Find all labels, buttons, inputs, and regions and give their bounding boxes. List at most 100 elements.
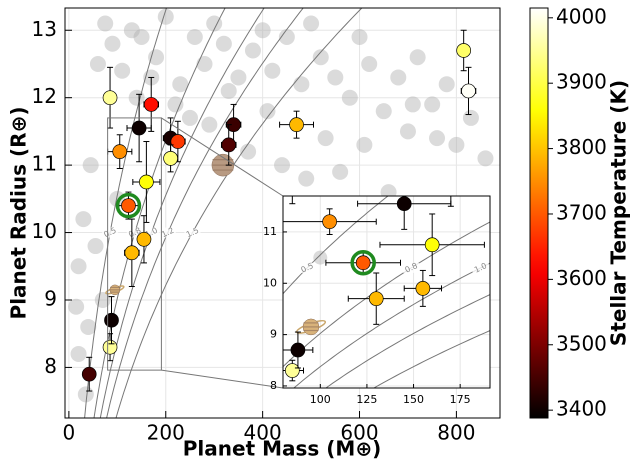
background-point xyxy=(278,28,295,45)
y-tick-label: 10 xyxy=(32,219,57,243)
background-point xyxy=(361,55,378,72)
planet-point xyxy=(170,134,186,149)
planet-point xyxy=(415,281,431,296)
background-point xyxy=(556,163,570,177)
inset-background xyxy=(283,196,490,388)
x-tick-label: 125 xyxy=(356,393,377,406)
planet-point xyxy=(112,144,128,159)
planet-point xyxy=(461,83,476,99)
y-tick-label: 11 xyxy=(263,225,277,238)
background-point xyxy=(87,238,104,255)
background-point xyxy=(172,76,189,93)
planet-point xyxy=(121,198,136,213)
colorbar xyxy=(529,7,549,419)
background-point xyxy=(254,22,271,39)
highlight-ring xyxy=(115,192,142,219)
y-tick-label: 8 xyxy=(270,379,277,392)
background-point xyxy=(341,89,358,106)
background-point xyxy=(303,15,320,32)
background-point xyxy=(215,35,232,52)
background-point xyxy=(128,89,145,106)
background-point xyxy=(123,22,140,39)
density-label-bg xyxy=(159,227,176,238)
colorbar-label: Stellar Temperature (K) xyxy=(607,80,631,346)
background-point xyxy=(68,298,85,315)
background-point xyxy=(167,96,184,113)
background-point xyxy=(313,250,328,265)
density-curve xyxy=(293,262,490,388)
density-curve xyxy=(106,8,304,418)
y-axis-label: Planet Radius (R⊕) xyxy=(7,107,31,320)
x-tick-label: 800 xyxy=(437,421,475,445)
y-tick-label: 9 xyxy=(270,328,277,341)
colorbar-tick-label: 3900 xyxy=(556,70,607,94)
background-point xyxy=(375,103,392,120)
planet-point xyxy=(456,43,472,58)
y-tick-label: 8 xyxy=(44,354,57,378)
background-point xyxy=(240,143,257,160)
x-tick-label: 600 xyxy=(340,421,378,445)
background-point xyxy=(274,157,291,174)
background-point xyxy=(196,55,213,72)
background-point xyxy=(259,103,276,120)
planet-point xyxy=(102,339,118,355)
planet-point xyxy=(81,366,97,382)
background-point xyxy=(356,136,373,153)
background-point xyxy=(424,96,441,113)
background-point xyxy=(114,62,131,79)
background-point xyxy=(82,157,99,174)
background-point xyxy=(244,42,261,59)
planet-point xyxy=(289,117,304,133)
background-point xyxy=(97,15,114,32)
background-point xyxy=(264,62,281,79)
zoom-connector xyxy=(161,117,284,197)
x-tick-label: 100 xyxy=(310,393,331,406)
density-curve xyxy=(325,294,490,388)
background-point xyxy=(317,130,334,147)
background-point xyxy=(429,130,446,147)
highlight-ring xyxy=(350,249,376,276)
planet-point xyxy=(424,237,440,253)
x-tick-label: 150 xyxy=(403,393,424,406)
plot-frame xyxy=(64,7,501,419)
density-label-bg xyxy=(472,262,489,273)
planet-point xyxy=(143,97,159,112)
background-point xyxy=(293,76,310,93)
planet-point xyxy=(139,174,154,190)
density-label-bg xyxy=(184,227,201,238)
background-point xyxy=(77,386,94,403)
planet-point xyxy=(221,137,237,153)
planet-point xyxy=(290,342,306,358)
colorbar-tick-label: 3700 xyxy=(556,200,607,224)
y-tick-label: 10 xyxy=(263,276,277,289)
background-point xyxy=(181,109,198,126)
background-point xyxy=(230,69,247,86)
colorbar-tick-label: 3600 xyxy=(556,266,607,290)
planet-point xyxy=(131,120,147,136)
background-point xyxy=(104,35,121,52)
background-point xyxy=(80,318,97,335)
y-tick-label: 12 xyxy=(32,84,57,108)
x-tick-label: 400 xyxy=(244,421,282,445)
background-point xyxy=(206,15,223,32)
y-tick-label: 9 xyxy=(44,286,57,310)
background-point xyxy=(448,136,465,153)
zoom-connector xyxy=(161,369,284,389)
background-point xyxy=(462,109,479,126)
background-point xyxy=(186,28,203,45)
background-point xyxy=(500,112,514,126)
x-tick-label: 200 xyxy=(147,421,185,445)
planet-point xyxy=(102,90,118,106)
density-curve xyxy=(115,8,363,418)
planet-point xyxy=(322,214,337,230)
colorbar-tick-label: 4000 xyxy=(556,4,607,28)
density-curve xyxy=(84,8,167,418)
y-tick-label: 11 xyxy=(32,152,57,176)
density-label-bg xyxy=(143,227,160,238)
background-point xyxy=(409,49,426,66)
background-point xyxy=(327,69,344,86)
density-label-bg xyxy=(102,227,119,238)
background-point xyxy=(390,69,407,86)
colorbar-tick-label: 3800 xyxy=(556,135,607,159)
